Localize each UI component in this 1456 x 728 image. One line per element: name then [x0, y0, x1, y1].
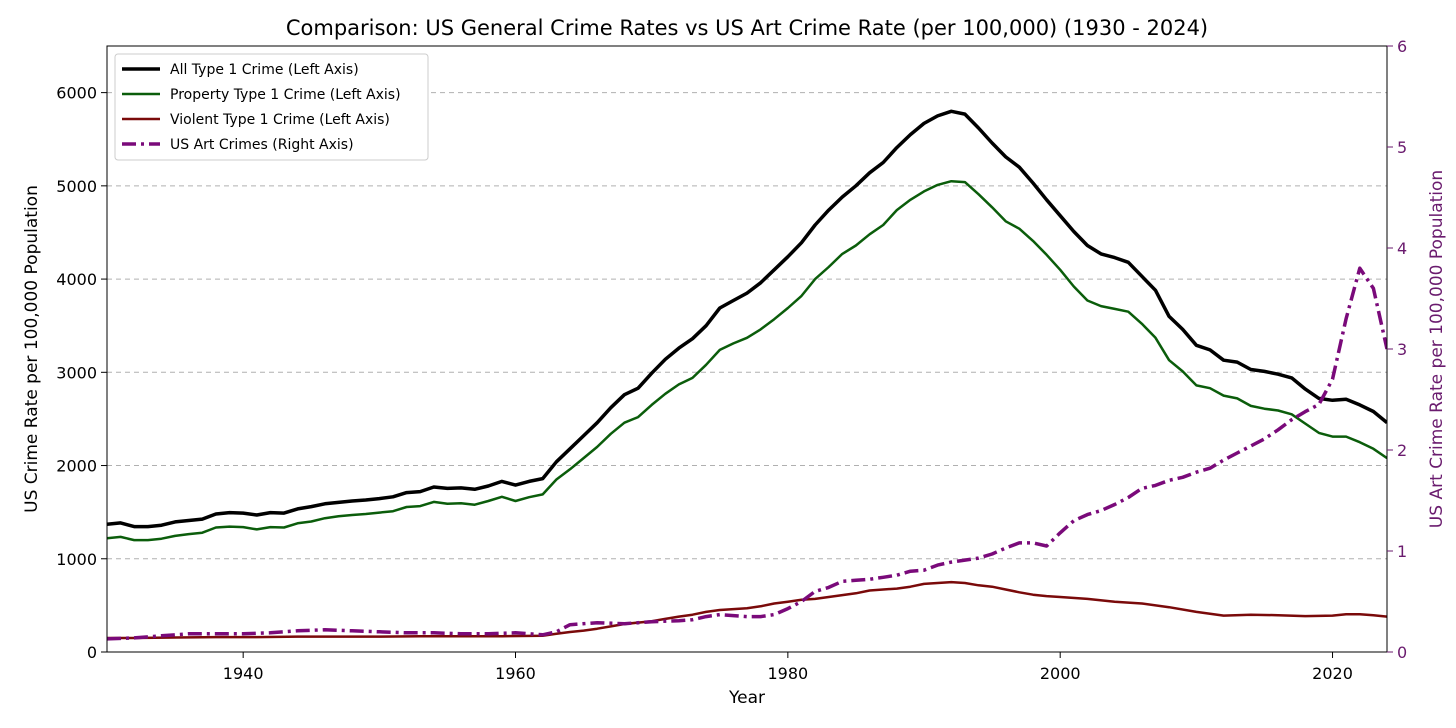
x-tick-label: 1980 — [767, 664, 808, 683]
series-layer — [107, 109, 1387, 641]
y-tick-label: 0 — [87, 643, 97, 662]
legend-label-property: Property Type 1 Crime (Left Axis) — [170, 87, 401, 103]
legend-box — [114, 53, 429, 161]
y2-tick-label: 4 — [1397, 239, 1407, 258]
y-tick-label: 3000 — [56, 363, 97, 382]
x-tick-label: 2000 — [1040, 664, 1081, 683]
legend-label-art: US Art Crimes (Right Axis) — [170, 137, 354, 153]
y-tick-label: 6000 — [56, 84, 97, 103]
y-axis-left: 0 1000 2000 3000 4000 5000 6000 — [56, 84, 107, 662]
y-tick-label: 4000 — [56, 270, 97, 289]
x-tick-label: 1940 — [223, 664, 264, 683]
y2-tick-label: 5 — [1397, 138, 1407, 157]
y-axis-left-label: US Crime Rate per 100,000 Population — [22, 185, 42, 513]
y-tick-label: 2000 — [56, 457, 97, 476]
x-tick-label: 1960 — [495, 664, 536, 683]
y2-tick-label: 6 — [1397, 37, 1407, 56]
legend-label-violent: Violent Type 1 Crime (Left Axis) — [170, 112, 390, 128]
series-line-property — [107, 179, 1387, 542]
y2-tick-label: 1 — [1397, 542, 1407, 561]
y-tick-label: 1000 — [56, 550, 97, 569]
y2-tick-label: 0 — [1397, 643, 1407, 662]
chart-title: Comparison: US General Crime Rates vs US… — [286, 16, 1208, 40]
y2-tick-label: 2 — [1397, 441, 1407, 460]
series-line-all — [107, 109, 1387, 529]
legend: All Type 1 Crime (Left Axis) Property Ty… — [114, 53, 429, 161]
legend-label-all: All Type 1 Crime (Left Axis) — [170, 62, 359, 78]
x-tick-label: 2020 — [1312, 664, 1353, 683]
y-tick-label: 5000 — [56, 177, 97, 196]
grid — [107, 92, 1387, 560]
x-axis: 1940 1960 1980 2000 2020 — [223, 652, 1353, 683]
series-line-art — [107, 266, 1387, 641]
series-line-violent — [107, 580, 1387, 640]
x-axis-label: Year — [728, 688, 765, 708]
y-axis-right-label: US Art Crime Rate per 100,000 Population — [1427, 170, 1447, 528]
y-axis-right: 0 1 2 3 4 5 6 — [1387, 37, 1407, 662]
y2-tick-label: 3 — [1397, 340, 1407, 359]
